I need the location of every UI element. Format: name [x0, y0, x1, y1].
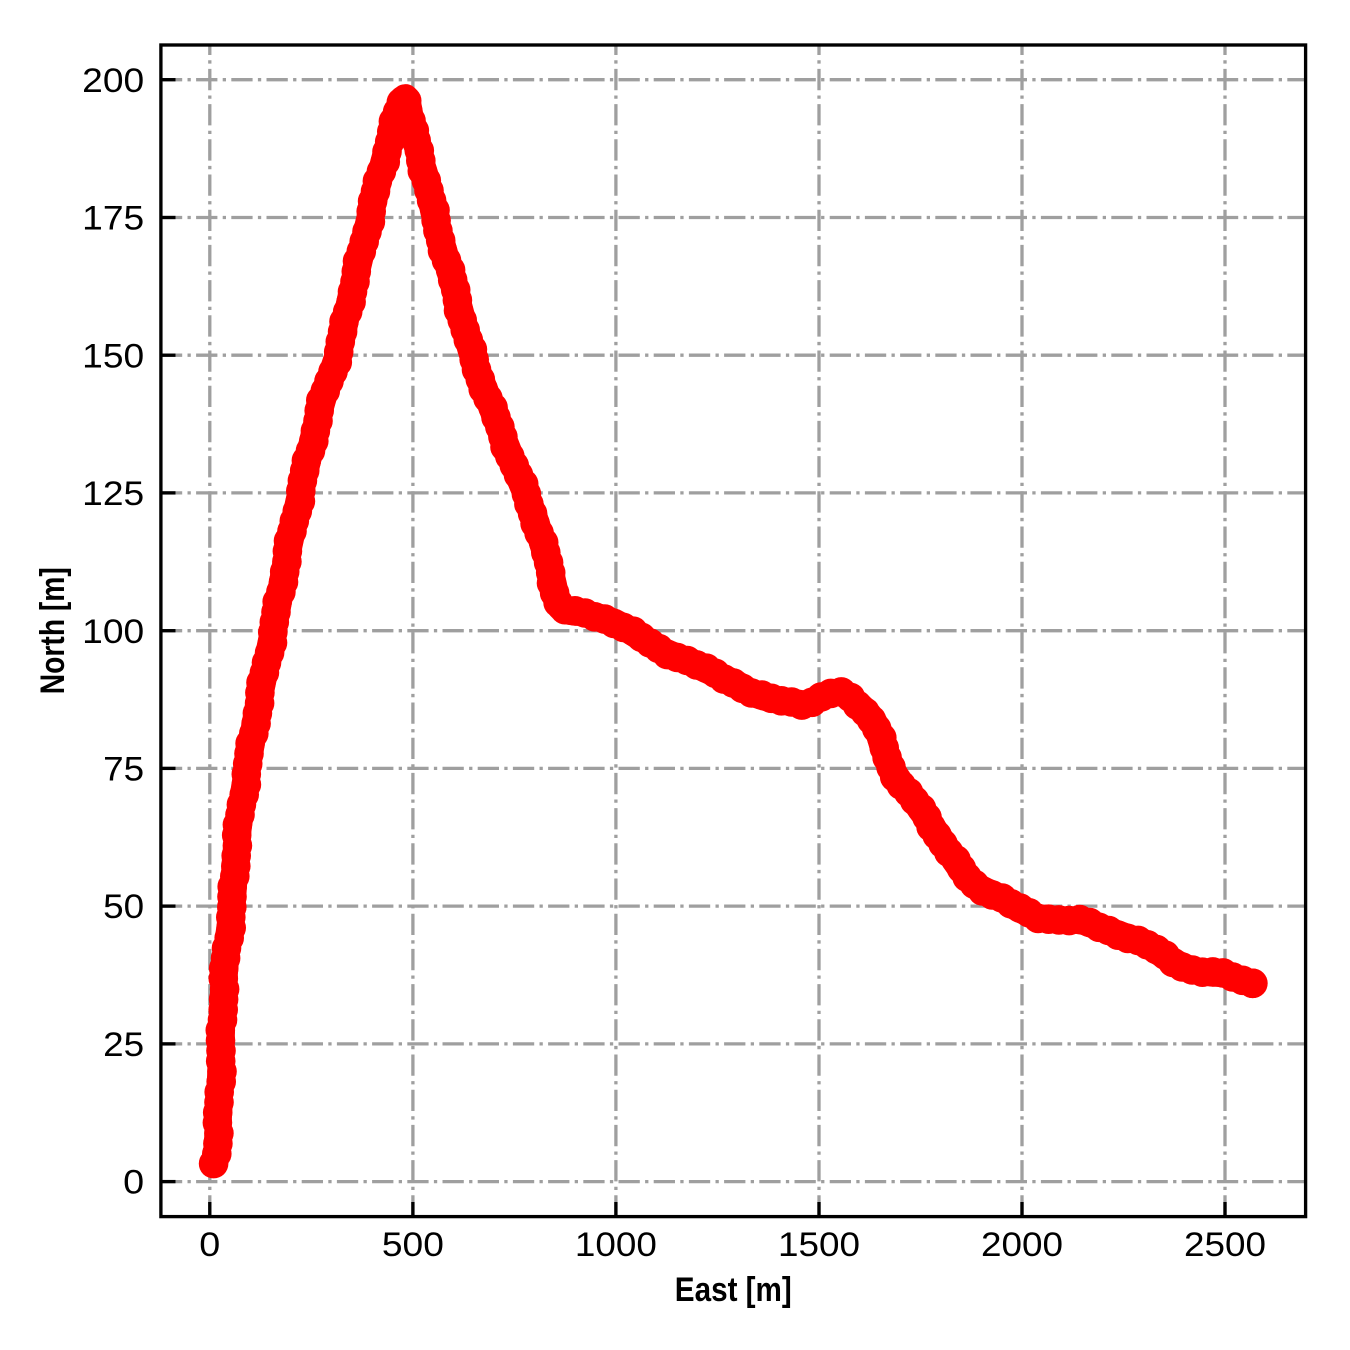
- svg-text:1500: 1500: [778, 1226, 860, 1264]
- svg-text:175: 175: [82, 200, 144, 238]
- svg-text:0: 0: [123, 1164, 144, 1202]
- svg-text:1000: 1000: [575, 1226, 657, 1264]
- svg-text:25: 25: [103, 1026, 144, 1064]
- svg-text:2500: 2500: [1184, 1226, 1266, 1264]
- svg-text:0: 0: [199, 1226, 220, 1264]
- svg-text:75: 75: [103, 751, 144, 789]
- svg-text:50: 50: [103, 888, 144, 926]
- svg-text:150: 150: [82, 337, 144, 375]
- svg-text:200: 200: [82, 62, 144, 100]
- svg-text:North [m]: North [m]: [34, 567, 72, 694]
- svg-text:125: 125: [82, 475, 144, 513]
- svg-text:500: 500: [382, 1226, 444, 1264]
- svg-text:100: 100: [82, 613, 144, 651]
- svg-text:2000: 2000: [981, 1226, 1063, 1264]
- svg-text:East [m]: East [m]: [675, 1271, 792, 1309]
